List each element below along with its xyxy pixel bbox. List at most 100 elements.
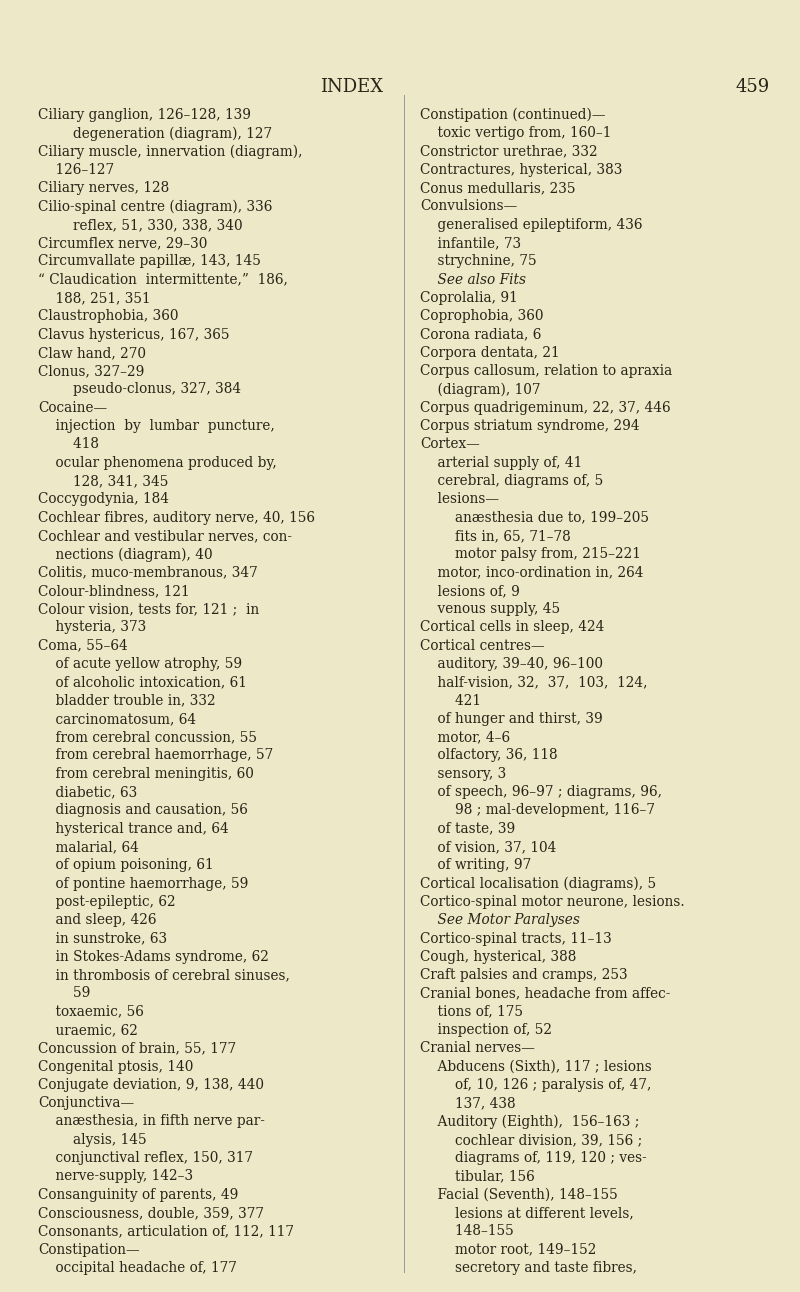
- Text: carcinomatosum, 64: carcinomatosum, 64: [38, 712, 196, 726]
- Text: pseudo-clonus, 327, 384: pseudo-clonus, 327, 384: [38, 382, 241, 397]
- Text: ocular phenomena produced by,: ocular phenomena produced by,: [38, 456, 277, 470]
- Text: of, 10, 126 ; paralysis of, 47,: of, 10, 126 ; paralysis of, 47,: [420, 1078, 651, 1092]
- Text: 98 ; mal-development, 116–7: 98 ; mal-development, 116–7: [420, 804, 655, 818]
- Text: of hunger and thirst, 39: of hunger and thirst, 39: [420, 712, 602, 726]
- Text: Auditory (Eighth),  156–163 ;: Auditory (Eighth), 156–163 ;: [420, 1115, 639, 1129]
- Text: Constrictor urethrae, 332: Constrictor urethrae, 332: [420, 145, 598, 159]
- Text: lesions—: lesions—: [420, 492, 499, 506]
- Text: toxaemic, 56: toxaemic, 56: [38, 1005, 144, 1018]
- Text: conjunctival reflex, 150, 317: conjunctival reflex, 150, 317: [38, 1151, 253, 1165]
- Text: Abducens (Sixth), 117 ; lesions: Abducens (Sixth), 117 ; lesions: [420, 1059, 652, 1074]
- Text: Cortex—: Cortex—: [420, 438, 480, 451]
- Text: 128, 341, 345: 128, 341, 345: [38, 474, 168, 488]
- Text: Clonus, 327–29: Clonus, 327–29: [38, 364, 144, 379]
- Text: Circumflex nerve, 29–30: Circumflex nerve, 29–30: [38, 236, 207, 251]
- Text: Ciliary muscle, innervation (diagram),: Ciliary muscle, innervation (diagram),: [38, 145, 302, 159]
- Text: Cranial nerves—: Cranial nerves—: [420, 1041, 535, 1056]
- Text: INDEX: INDEX: [321, 78, 383, 96]
- Text: motor palsy from, 215–221: motor palsy from, 215–221: [420, 548, 641, 561]
- Text: nections (diagram), 40: nections (diagram), 40: [38, 548, 213, 562]
- Text: Colour vision, tests for, 121 ;  in: Colour vision, tests for, 121 ; in: [38, 602, 259, 616]
- Text: cerebral, diagrams of, 5: cerebral, diagrams of, 5: [420, 474, 603, 488]
- Text: diagnosis and causation, 56: diagnosis and causation, 56: [38, 804, 248, 818]
- Text: of vision, 37, 104: of vision, 37, 104: [420, 840, 556, 854]
- Text: hysterical trance and, 64: hysterical trance and, 64: [38, 822, 229, 836]
- Text: sensory, 3: sensory, 3: [420, 766, 506, 780]
- Text: Coprophobia, 360: Coprophobia, 360: [420, 309, 543, 323]
- Text: Convulsions—: Convulsions—: [420, 199, 518, 213]
- Text: Conjugate deviation, 9, 138, 440: Conjugate deviation, 9, 138, 440: [38, 1078, 264, 1092]
- Text: Cortical cells in sleep, 424: Cortical cells in sleep, 424: [420, 620, 604, 634]
- Text: Corpus callosum, relation to apraxia: Corpus callosum, relation to apraxia: [420, 364, 672, 379]
- Text: occipital headache of, 177: occipital headache of, 177: [38, 1261, 237, 1275]
- Text: and sleep, 426: and sleep, 426: [38, 913, 157, 928]
- Text: “ Claudication  intermittente,”  186,: “ Claudication intermittente,” 186,: [38, 273, 288, 287]
- Text: Conus medullaris, 235: Conus medullaris, 235: [420, 181, 575, 195]
- Text: Facial (Seventh), 148–155: Facial (Seventh), 148–155: [420, 1187, 618, 1202]
- Text: in thrombosis of cerebral sinuses,: in thrombosis of cerebral sinuses,: [38, 968, 290, 982]
- Text: Cochlear fibres, auditory nerve, 40, 156: Cochlear fibres, auditory nerve, 40, 156: [38, 510, 315, 525]
- Text: infantile, 73: infantile, 73: [420, 236, 521, 251]
- Text: Cochlear and vestibular nerves, con-: Cochlear and vestibular nerves, con-: [38, 528, 292, 543]
- Text: generalised epileptiform, 436: generalised epileptiform, 436: [420, 218, 642, 231]
- Text: anæsthesia due to, 199–205: anæsthesia due to, 199–205: [420, 510, 649, 525]
- Text: of speech, 96–97 ; diagrams, 96,: of speech, 96–97 ; diagrams, 96,: [420, 786, 662, 798]
- Text: Ciliary ganglion, 126–128, 139: Ciliary ganglion, 126–128, 139: [38, 109, 251, 121]
- Text: motor, inco-ordination in, 264: motor, inco-ordination in, 264: [420, 566, 643, 580]
- Text: Clavus hystericus, 167, 365: Clavus hystericus, 167, 365: [38, 328, 230, 341]
- Text: auditory, 39–40, 96–100: auditory, 39–40, 96–100: [420, 658, 603, 671]
- Text: of alcoholic intoxication, 61: of alcoholic intoxication, 61: [38, 676, 247, 690]
- Text: Cortico-spinal tracts, 11–13: Cortico-spinal tracts, 11–13: [420, 932, 612, 946]
- Text: Coprolalia, 91: Coprolalia, 91: [420, 291, 518, 305]
- Text: Concussion of brain, 55, 177: Concussion of brain, 55, 177: [38, 1041, 236, 1056]
- Text: tions of, 175: tions of, 175: [420, 1005, 523, 1018]
- Text: motor root, 149–152: motor root, 149–152: [420, 1243, 596, 1257]
- Text: bladder trouble in, 332: bladder trouble in, 332: [38, 694, 216, 708]
- Text: anæsthesia, in fifth nerve par-: anæsthesia, in fifth nerve par-: [38, 1115, 265, 1128]
- Text: Colour-blindness, 121: Colour-blindness, 121: [38, 584, 190, 598]
- Text: Corpus quadrigeminum, 22, 37, 446: Corpus quadrigeminum, 22, 37, 446: [420, 401, 670, 415]
- Text: Cocaine—: Cocaine—: [38, 401, 107, 415]
- Text: Cranial bones, headache from affec-: Cranial bones, headache from affec-: [420, 986, 670, 1000]
- Text: hysteria, 373: hysteria, 373: [38, 620, 146, 634]
- Text: tibular, 156: tibular, 156: [420, 1169, 534, 1183]
- Text: See also Fits: See also Fits: [420, 273, 526, 287]
- Text: (diagram), 107: (diagram), 107: [420, 382, 541, 397]
- Text: malarial, 64: malarial, 64: [38, 840, 139, 854]
- Text: cochlear division, 39, 156 ;: cochlear division, 39, 156 ;: [420, 1133, 642, 1147]
- Text: arterial supply of, 41: arterial supply of, 41: [420, 456, 582, 470]
- Text: alysis, 145: alysis, 145: [38, 1133, 146, 1147]
- Text: motor, 4–6: motor, 4–6: [420, 730, 510, 744]
- Text: in Stokes-Adams syndrome, 62: in Stokes-Adams syndrome, 62: [38, 950, 269, 964]
- Text: from cerebral concussion, 55: from cerebral concussion, 55: [38, 730, 257, 744]
- Text: Consciousness, double, 359, 377: Consciousness, double, 359, 377: [38, 1205, 264, 1220]
- Text: Coma, 55–64: Coma, 55–64: [38, 638, 128, 652]
- Text: of writing, 97: of writing, 97: [420, 858, 531, 872]
- Text: Craft palsies and cramps, 253: Craft palsies and cramps, 253: [420, 968, 628, 982]
- Text: Coccygodynia, 184: Coccygodynia, 184: [38, 492, 169, 506]
- Text: Cough, hysterical, 388: Cough, hysterical, 388: [420, 950, 576, 964]
- Text: 148–155: 148–155: [420, 1225, 514, 1238]
- Text: injection  by  lumbar  puncture,: injection by lumbar puncture,: [38, 419, 274, 433]
- Text: Contractures, hysterical, 383: Contractures, hysterical, 383: [420, 163, 622, 177]
- Text: See Motor Paralyses: See Motor Paralyses: [420, 913, 580, 928]
- Text: of opium poisoning, 61: of opium poisoning, 61: [38, 858, 214, 872]
- Text: in sunstroke, 63: in sunstroke, 63: [38, 932, 167, 946]
- Text: 137, 438: 137, 438: [420, 1096, 516, 1110]
- Text: of taste, 39: of taste, 39: [420, 822, 515, 836]
- Text: post-epileptic, 62: post-epileptic, 62: [38, 895, 176, 908]
- Text: inspection of, 52: inspection of, 52: [420, 1023, 552, 1037]
- Text: 418: 418: [38, 438, 99, 451]
- Text: lesions at different levels,: lesions at different levels,: [420, 1205, 634, 1220]
- Text: Congenital ptosis, 140: Congenital ptosis, 140: [38, 1059, 194, 1074]
- Text: Colitis, muco-membranous, 347: Colitis, muco-membranous, 347: [38, 566, 258, 580]
- Text: 459: 459: [736, 78, 770, 96]
- Text: lesions of, 9: lesions of, 9: [420, 584, 520, 598]
- Text: uraemic, 62: uraemic, 62: [38, 1023, 138, 1037]
- Text: Corona radiata, 6: Corona radiata, 6: [420, 328, 542, 341]
- Text: 59: 59: [38, 986, 90, 1000]
- Text: Consanguinity of parents, 49: Consanguinity of parents, 49: [38, 1187, 238, 1202]
- Text: Ciliary nerves, 128: Ciliary nerves, 128: [38, 181, 170, 195]
- Text: Cortical centres—: Cortical centres—: [420, 638, 545, 652]
- Text: strychnine, 75: strychnine, 75: [420, 255, 537, 269]
